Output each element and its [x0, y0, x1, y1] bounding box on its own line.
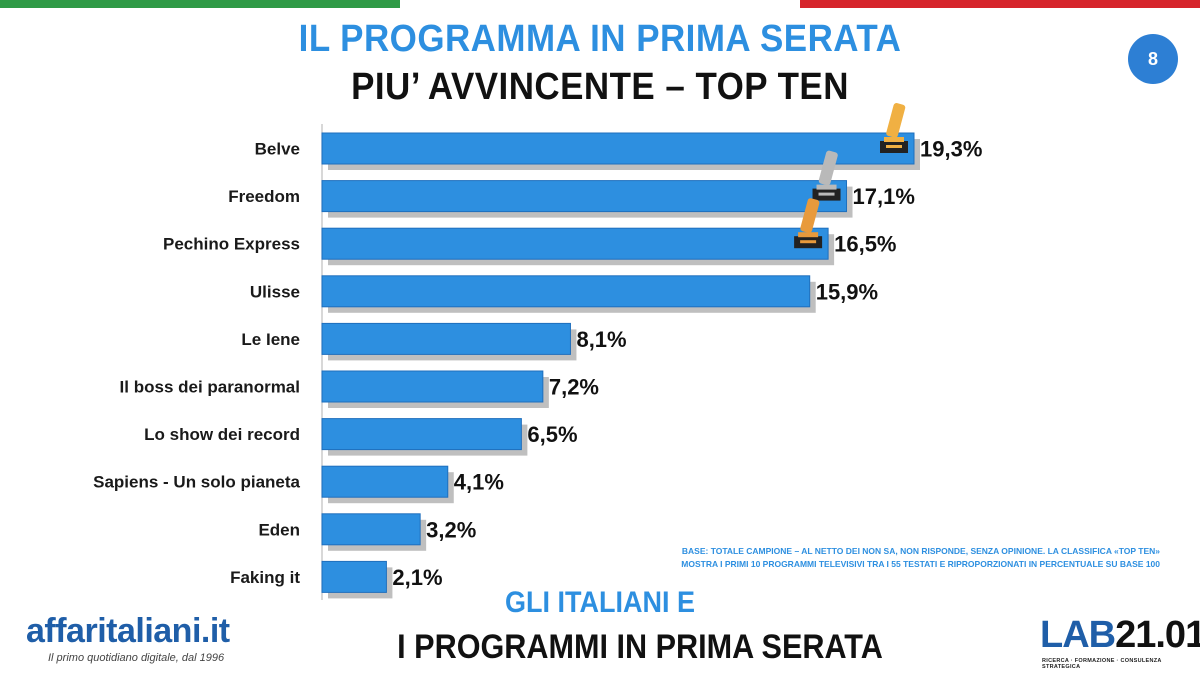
chart-title: IL PROGRAMMA IN PRIMA SERATA: [298, 18, 902, 60]
lab2101-tagline: RICERCA · FORMAZIONE · CONSULENZA STRATE…: [1042, 658, 1162, 670]
affaritaliani-tagline: Il primo quotidiano digitale, dal 1996: [48, 652, 225, 664]
page-number-badge: 8: [1128, 34, 1178, 84]
bar: [321, 180, 848, 213]
value-label: 8,1%: [576, 327, 626, 352]
footnote: BASE: TOTALE CAMPIONE – AL NETTO DEI NON…: [520, 545, 1160, 571]
bar: [321, 275, 811, 308]
bar: [321, 513, 421, 546]
lab-number: 21.01: [1115, 614, 1200, 656]
category-label: Belve: [255, 140, 300, 159]
bar: [321, 370, 544, 403]
category-label: Sapiens - Un solo pianeta: [93, 473, 300, 492]
category-label: Faking it: [230, 568, 300, 587]
flag-red-stripe: [800, 0, 1200, 8]
bar: [321, 132, 915, 165]
chart-subtitle: PIU’ AVVINCENTE – TOP TEN: [351, 66, 849, 108]
lab2101-logo: LAB21.01: [1040, 614, 1200, 657]
bar: [321, 227, 829, 260]
category-label: Lo show dei record: [144, 425, 300, 444]
value-label: 2,1%: [392, 565, 442, 590]
footer-title-line-1: GLI ITALIANI E: [504, 586, 695, 619]
category-label: Le Iene: [241, 330, 300, 349]
value-label: 3,2%: [426, 517, 476, 542]
footer-title-line-2: I PROGRAMMI IN PRIMA SERATA: [397, 628, 883, 666]
category-label: Il boss dei paranormal: [120, 378, 300, 397]
affaritaliani-logo: affaritaliani.it: [26, 612, 230, 650]
bar: [321, 560, 387, 593]
value-label: 19,3%: [920, 137, 982, 162]
value-label: 15,9%: [816, 279, 878, 304]
footnote-line-2: MOSTRA I PRIMI 10 PROGRAMMI TELEVISIVI T…: [681, 559, 1160, 569]
lab-text: LAB: [1040, 614, 1116, 656]
category-label: Pechino Express: [163, 235, 300, 254]
category-label: Freedom: [228, 187, 300, 206]
flag-green-stripe: [0, 0, 400, 8]
footnote-line-1: BASE: TOTALE CAMPIONE – AL NETTO DEI NON…: [681, 546, 1160, 556]
category-label: Eden: [258, 520, 300, 539]
value-label: 16,5%: [834, 232, 896, 257]
bar: [321, 418, 522, 451]
bar: [321, 465, 449, 498]
category-label: Ulisse: [250, 282, 300, 301]
value-label: 4,1%: [454, 470, 504, 495]
value-label: 6,5%: [527, 422, 577, 447]
value-label: 7,2%: [549, 375, 599, 400]
bar: [321, 322, 571, 355]
trophy-bronze-icon: [794, 198, 823, 249]
trophy-silver-icon: [812, 150, 841, 201]
value-label: 17,1%: [853, 184, 915, 209]
trophy-gold-icon: [880, 103, 908, 153]
